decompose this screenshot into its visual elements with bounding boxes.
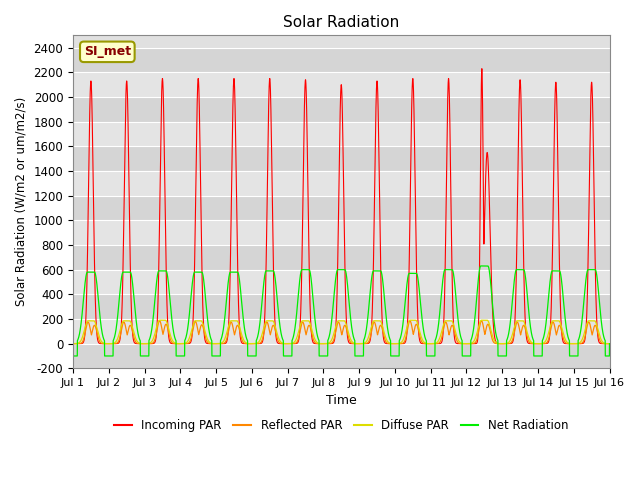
Reflected PAR [605, 341, 613, 347]
Incoming PAR [583, 304, 591, 310]
Bar [73, 97, 609, 121]
Incoming PAR [252, 341, 259, 347]
Bar [73, 294, 609, 319]
Incoming PAR [476, 186, 484, 192]
Net Radiation [69, 353, 77, 359]
Bar [73, 245, 609, 270]
Incoming PAR [69, 341, 77, 347]
Line: Reflected PAR: Reflected PAR [73, 321, 609, 344]
Bar [73, 171, 609, 196]
Incoming PAR [577, 341, 584, 347]
Bar [73, 146, 609, 171]
Reflected PAR [323, 341, 331, 347]
Diffuse PAR [252, 341, 259, 347]
Reflected PAR [577, 341, 584, 347]
Net Radiation [323, 353, 331, 359]
Diffuse PAR [69, 341, 77, 347]
Text: SI_met: SI_met [84, 45, 131, 59]
Diffuse PAR [577, 339, 584, 345]
Reflected PAR [583, 324, 591, 330]
Net Radiation [605, 341, 613, 347]
Diffuse PAR [156, 317, 163, 323]
Reflected PAR [69, 341, 77, 347]
Line: Incoming PAR: Incoming PAR [73, 69, 609, 344]
Net Radiation [461, 353, 469, 359]
Net Radiation [252, 353, 259, 359]
Diffuse PAR [477, 318, 484, 324]
X-axis label: Time: Time [326, 394, 356, 407]
Incoming PAR [605, 341, 613, 347]
Legend: Incoming PAR, Reflected PAR, Diffuse PAR, Net Radiation: Incoming PAR, Reflected PAR, Diffuse PAR… [109, 414, 573, 437]
Incoming PAR [478, 66, 486, 72]
Reflected PAR [477, 320, 484, 326]
Incoming PAR [461, 341, 469, 347]
Diffuse PAR [323, 341, 331, 347]
Bar [73, 344, 609, 368]
Net Radiation [583, 269, 591, 275]
Reflected PAR [406, 318, 414, 324]
Bar [73, 270, 609, 294]
Reflected PAR [461, 341, 469, 347]
Bar [73, 319, 609, 344]
Line: Net Radiation: Net Radiation [73, 266, 609, 356]
Bar [73, 72, 609, 97]
Line: Diffuse PAR: Diffuse PAR [73, 320, 609, 344]
Diffuse PAR [461, 341, 469, 347]
Bar [73, 121, 609, 146]
Bar [73, 48, 609, 72]
Diffuse PAR [605, 341, 613, 347]
Bar [73, 196, 609, 220]
Reflected PAR [252, 341, 259, 347]
Net Radiation [476, 264, 484, 269]
Net Radiation [477, 263, 484, 269]
Y-axis label: Solar Radiation (W/m2 or um/m2/s): Solar Radiation (W/m2 or um/m2/s) [15, 97, 28, 306]
Diffuse PAR [583, 321, 591, 326]
Incoming PAR [323, 341, 331, 347]
Title: Solar Radiation: Solar Radiation [283, 15, 399, 30]
Bar [73, 220, 609, 245]
Net Radiation [577, 330, 584, 336]
